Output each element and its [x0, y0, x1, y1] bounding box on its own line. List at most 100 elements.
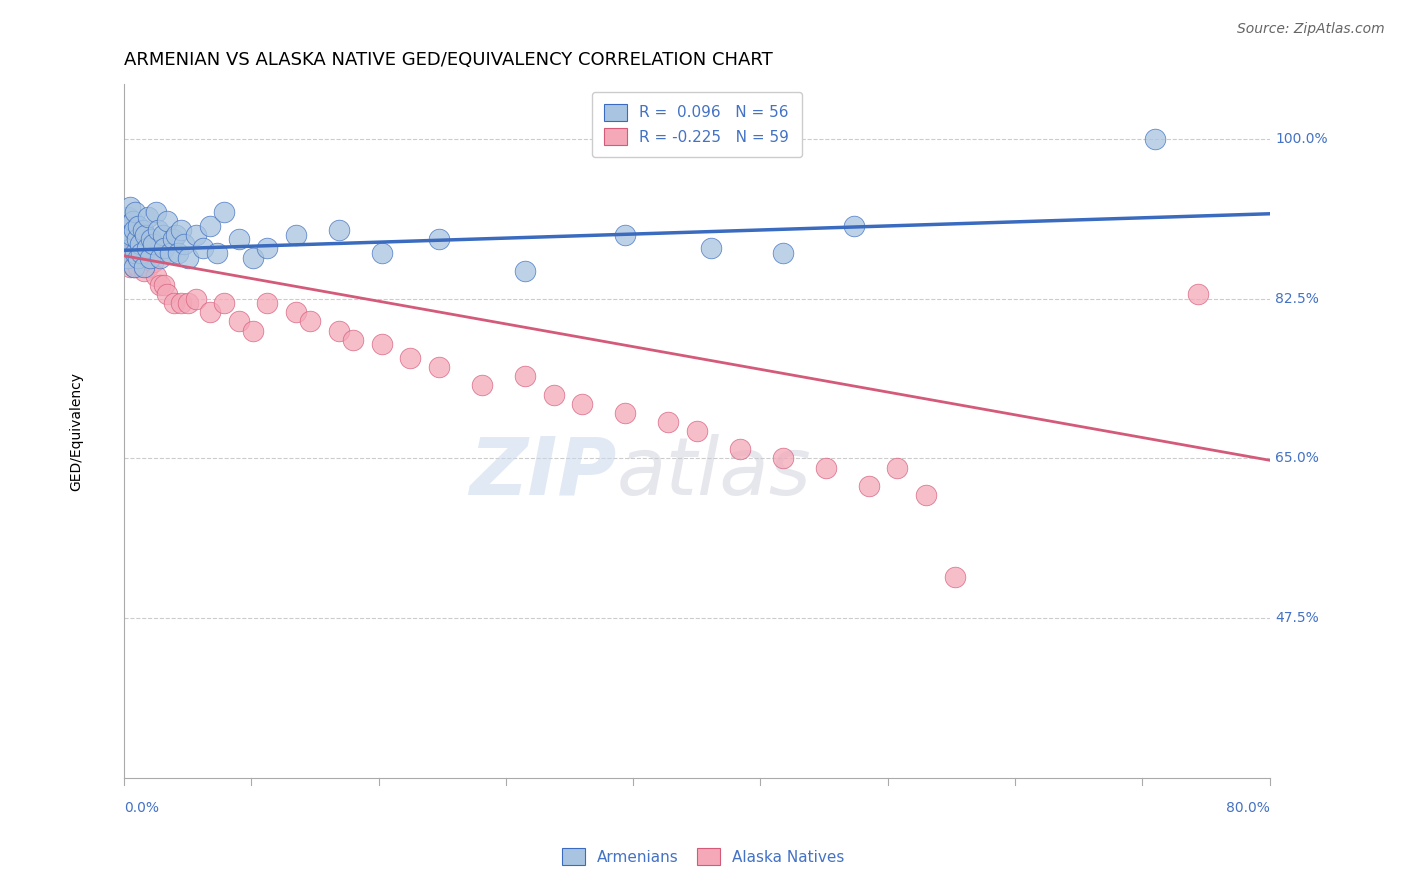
- Point: [371, 246, 394, 260]
- Point: [228, 232, 250, 246]
- Text: 100.0%: 100.0%: [1275, 132, 1329, 146]
- Point: [858, 479, 880, 493]
- Point: [124, 242, 146, 256]
- Point: [118, 200, 141, 214]
- Point: [1187, 287, 1209, 301]
- Point: [117, 210, 139, 224]
- Point: [471, 378, 494, 392]
- Point: [205, 246, 228, 260]
- Point: [844, 219, 866, 233]
- Point: [328, 223, 350, 237]
- Point: [122, 260, 145, 274]
- Point: [131, 223, 153, 237]
- Point: [427, 360, 450, 375]
- Point: [135, 242, 157, 256]
- Point: [131, 255, 153, 269]
- Point: [114, 227, 136, 242]
- Text: GED/Equivalency: GED/Equivalency: [69, 372, 83, 491]
- Point: [115, 223, 138, 237]
- Point: [191, 242, 214, 256]
- Point: [122, 223, 145, 237]
- Point: [153, 277, 176, 292]
- Point: [135, 251, 157, 265]
- Point: [142, 236, 165, 251]
- Point: [686, 424, 709, 438]
- Point: [614, 406, 637, 420]
- Point: [152, 227, 174, 242]
- Point: [772, 451, 794, 466]
- Point: [129, 246, 152, 260]
- Point: [117, 251, 139, 265]
- Point: [121, 219, 143, 233]
- Point: [148, 223, 170, 237]
- Point: [128, 242, 150, 256]
- Point: [228, 314, 250, 328]
- Legend: Armenians, Alaska Natives: Armenians, Alaska Natives: [555, 842, 851, 871]
- Point: [124, 246, 146, 260]
- Point: [342, 333, 364, 347]
- Text: atlas: atlas: [617, 434, 811, 512]
- Point: [124, 227, 146, 242]
- Point: [513, 369, 536, 384]
- Text: 47.5%: 47.5%: [1275, 611, 1319, 625]
- Point: [167, 246, 190, 260]
- Point: [184, 227, 207, 242]
- Point: [156, 287, 179, 301]
- Point: [127, 219, 149, 233]
- Point: [128, 236, 150, 251]
- Point: [299, 314, 322, 328]
- Point: [145, 268, 167, 283]
- Point: [173, 236, 195, 251]
- Point: [543, 387, 565, 401]
- Legend: R =  0.096   N = 56, R = -0.225   N = 59: R = 0.096 N = 56, R = -0.225 N = 59: [592, 92, 801, 157]
- Point: [122, 260, 145, 274]
- Point: [728, 442, 751, 457]
- Point: [124, 205, 146, 219]
- Point: [165, 227, 187, 242]
- Point: [117, 246, 139, 260]
- Text: 0.0%: 0.0%: [124, 801, 159, 814]
- Point: [132, 260, 155, 274]
- Point: [120, 242, 142, 256]
- Point: [242, 251, 264, 265]
- Point: [915, 488, 938, 502]
- Point: [114, 232, 136, 246]
- Point: [427, 232, 450, 246]
- Point: [1144, 132, 1167, 146]
- Text: 82.5%: 82.5%: [1275, 292, 1319, 306]
- Point: [371, 337, 394, 351]
- Point: [132, 264, 155, 278]
- Text: 80.0%: 80.0%: [1226, 801, 1270, 814]
- Text: Source: ZipAtlas.com: Source: ZipAtlas.com: [1237, 22, 1385, 37]
- Point: [149, 277, 172, 292]
- Point: [513, 264, 536, 278]
- Point: [159, 246, 181, 260]
- Point: [177, 251, 200, 265]
- Point: [242, 324, 264, 338]
- Point: [139, 251, 162, 265]
- Point: [145, 205, 167, 219]
- Point: [134, 227, 156, 242]
- Point: [120, 246, 142, 260]
- Point: [153, 242, 176, 256]
- Point: [120, 227, 142, 242]
- Point: [149, 251, 172, 265]
- Point: [184, 292, 207, 306]
- Point: [138, 210, 160, 224]
- Point: [700, 242, 723, 256]
- Point: [127, 260, 149, 274]
- Point: [139, 242, 162, 256]
- Point: [141, 246, 163, 260]
- Point: [120, 232, 142, 246]
- Point: [125, 232, 148, 246]
- Point: [127, 251, 149, 265]
- Point: [129, 246, 152, 260]
- Point: [121, 214, 143, 228]
- Point: [141, 232, 163, 246]
- Point: [943, 570, 966, 584]
- Point: [328, 324, 350, 338]
- Point: [142, 255, 165, 269]
- Text: 65.0%: 65.0%: [1275, 451, 1319, 466]
- Point: [118, 260, 141, 274]
- Point: [115, 219, 138, 233]
